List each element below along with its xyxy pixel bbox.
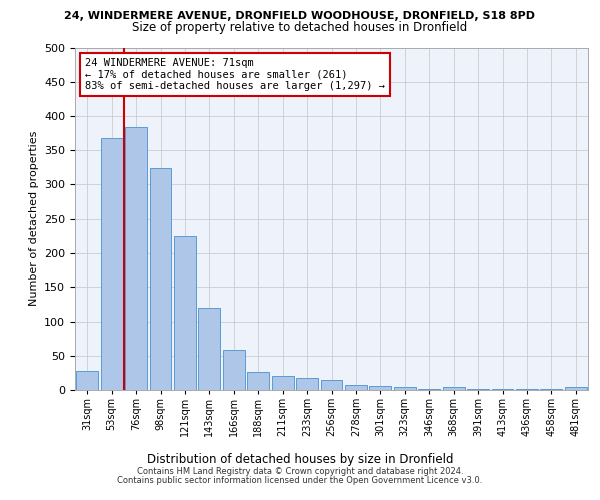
Bar (565, 386, 587, 390)
Text: 24, WINDERMERE AVENUE, DRONFIELD WOODHOUSE, DRONFIELD, S18 8PD: 24, WINDERMERE AVENUE, DRONFIELD WOODHOU… (65, 11, 536, 21)
Text: Size of property relative to detached houses in Dronfield: Size of property relative to detached ho… (133, 22, 467, 35)
Bar (223, 350, 245, 390)
Text: Contains HM Land Registry data © Crown copyright and database right 2024.: Contains HM Land Registry data © Crown c… (137, 467, 463, 476)
Text: Distribution of detached houses by size in Dronfield: Distribution of detached houses by size … (147, 453, 453, 466)
Bar (125, 127, 147, 390)
Bar (320, 380, 343, 390)
Bar (418, 388, 440, 390)
Bar (370, 386, 391, 390)
Bar (443, 386, 464, 390)
Bar (149, 168, 172, 390)
Text: Contains public sector information licensed under the Open Government Licence v3: Contains public sector information licen… (118, 476, 482, 485)
Bar (394, 386, 416, 390)
Bar (345, 385, 367, 390)
Bar (199, 308, 220, 390)
Bar (296, 378, 318, 390)
Bar (101, 138, 122, 390)
Bar (174, 236, 196, 390)
Y-axis label: Number of detached properties: Number of detached properties (29, 131, 38, 306)
Bar (76, 371, 98, 390)
Bar (247, 372, 269, 390)
Text: 24 WINDERMERE AVENUE: 71sqm
← 17% of detached houses are smaller (261)
83% of se: 24 WINDERMERE AVENUE: 71sqm ← 17% of det… (85, 58, 385, 91)
Bar (272, 376, 293, 390)
